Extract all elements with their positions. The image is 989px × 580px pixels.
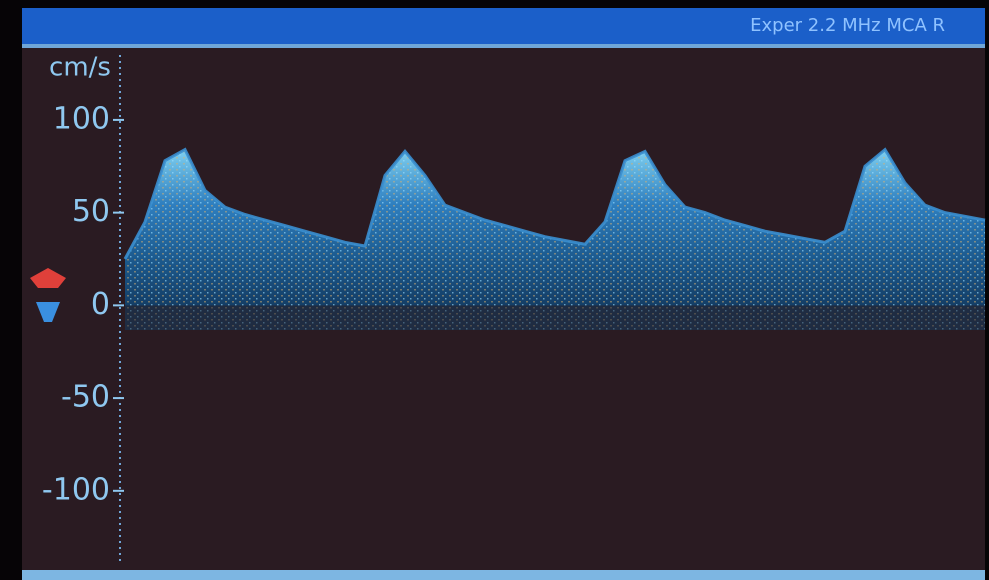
y-tick-label: -100: [42, 472, 110, 507]
y-tick-label: 0: [91, 287, 110, 322]
header-line: [22, 44, 985, 48]
footer-bar: [22, 570, 985, 580]
y-tick-label: -50: [61, 380, 110, 415]
doppler-screen: Exper 2.2 MHz MCA R cm/s 100 50 0 -50 -100: [0, 0, 989, 580]
y-axis-label: cm/s: [49, 53, 111, 83]
y-tick-label: 50: [72, 194, 110, 229]
header-text: Exper 2.2 MHz MCA R: [750, 15, 945, 36]
y-tick-label: 100: [53, 101, 110, 136]
